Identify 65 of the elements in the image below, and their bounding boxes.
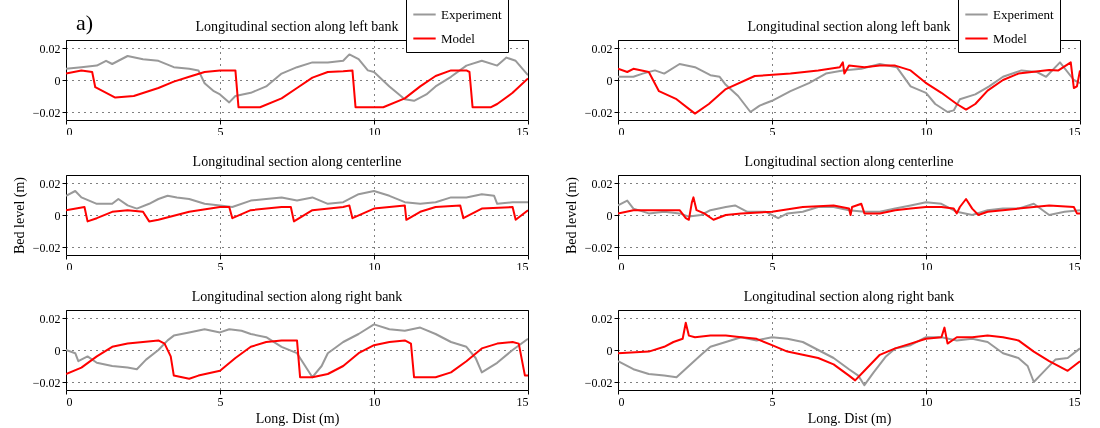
y-axis-title: Bed level (m) — [11, 176, 28, 254]
x-tick-label: 0 — [618, 124, 625, 139]
x-tick-label: 10 — [920, 259, 933, 274]
y-tick-label: −0.02 — [32, 375, 61, 390]
text: a) — [76, 10, 94, 35]
y-tick-label: 0 — [606, 73, 613, 88]
line-series — [618, 321, 1080, 382]
x-tick-label: 10 — [368, 259, 381, 274]
x-tick-label: 10 — [920, 124, 933, 139]
y-tick-label: 0 — [54, 73, 61, 88]
x-tick-label: 0 — [66, 124, 73, 139]
y-tick-label: 0 — [606, 343, 613, 358]
chart-title: Longitudinal section along right bank — [191, 289, 403, 304]
y-tick-label: −0.02 — [584, 240, 613, 255]
chart-title: Longitudinal section along centerline — [192, 154, 402, 169]
x-tick-label: 0 — [66, 394, 73, 409]
x-tick-label: 0 — [618, 259, 625, 274]
x-axis-title: Long. Dist (m) — [807, 410, 892, 427]
x-tick-label: 5 — [769, 259, 776, 274]
x-tick-label: 15 — [516, 259, 529, 274]
x-tick-label: 15 — [1068, 124, 1081, 139]
x-tick-label: 15 — [1068, 394, 1081, 409]
y-tick-label: 0 — [606, 208, 613, 223]
line-series — [66, 339, 528, 380]
y-tick-label: 0.02 — [591, 311, 613, 326]
y-axis-title: Bed level (m) — [563, 176, 580, 254]
x-tick-label: 15 — [516, 124, 529, 139]
chart-title: Longitudinal section along left bank — [195, 19, 399, 34]
y-tick-label: 0.02 — [39, 311, 61, 326]
chart-title: Longitudinal section along right bank — [743, 289, 955, 304]
x-tick-label: 10 — [920, 394, 933, 409]
legend-label: Model — [993, 30, 1028, 46]
x-tick-label: 5 — [217, 124, 224, 139]
line-series — [618, 336, 1080, 387]
y-tick-label: 0.02 — [39, 176, 61, 191]
y-tick-label: 0.02 — [591, 176, 613, 191]
x-axis-title: Long. Dist (m) — [255, 410, 340, 427]
x-tick-label: 15 — [516, 394, 529, 409]
y-tick-label: −0.02 — [32, 240, 61, 255]
legend-label: Experiment — [993, 6, 1055, 22]
y-tick-label: −0.02 — [584, 105, 613, 120]
legend-label: Model — [441, 30, 476, 46]
chart-title: Longitudinal section along centerline — [744, 154, 954, 169]
line-series — [66, 190, 528, 210]
line-series — [66, 204, 528, 223]
chart-title: Longitudinal section along left bank — [747, 19, 951, 34]
x-tick-label: 10 — [368, 124, 381, 139]
line-series — [66, 69, 528, 109]
x-tick-label: 5 — [769, 394, 776, 409]
x-tick-label: 5 — [217, 259, 224, 274]
x-tick-label: 15 — [1068, 259, 1081, 274]
x-tick-label: 0 — [66, 259, 73, 274]
x-tick-label: 0 — [618, 394, 625, 409]
y-tick-label: −0.02 — [32, 105, 61, 120]
x-tick-label: 5 — [217, 394, 224, 409]
x-tick-label: 10 — [368, 394, 381, 409]
y-tick-label: −0.02 — [584, 375, 613, 390]
legend-label: Experiment — [441, 6, 503, 22]
y-tick-label: 0 — [54, 208, 61, 223]
y-tick-label: 0 — [54, 343, 61, 358]
x-tick-label: 5 — [769, 124, 776, 139]
y-tick-label: 0.02 — [591, 41, 613, 56]
line-series — [66, 53, 528, 104]
line-series — [66, 323, 528, 379]
y-tick-label: 0.02 — [39, 41, 61, 56]
